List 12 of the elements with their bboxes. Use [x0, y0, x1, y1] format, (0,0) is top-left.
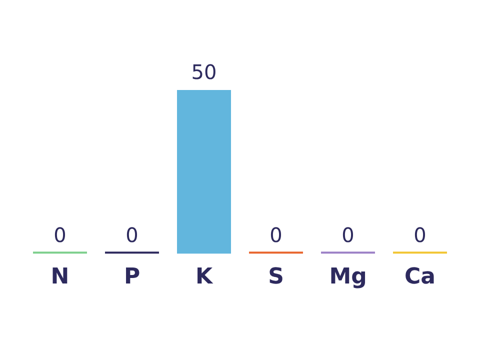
data-label: 0 [270, 222, 282, 247]
data-label: 0 [54, 222, 66, 247]
x-tick-label: K [195, 264, 214, 290]
x-tick-label: P [124, 264, 140, 290]
data-label: 50 [191, 60, 217, 84]
x-tick-label: N [50, 264, 70, 290]
x-tick-label: S [268, 264, 284, 290]
x-tick-label: Ca [404, 264, 436, 290]
data-label: 0 [126, 222, 138, 247]
data-label: 0 [414, 222, 426, 247]
x-tick-label: Mg [329, 264, 367, 290]
data-label: 0 [342, 222, 354, 247]
